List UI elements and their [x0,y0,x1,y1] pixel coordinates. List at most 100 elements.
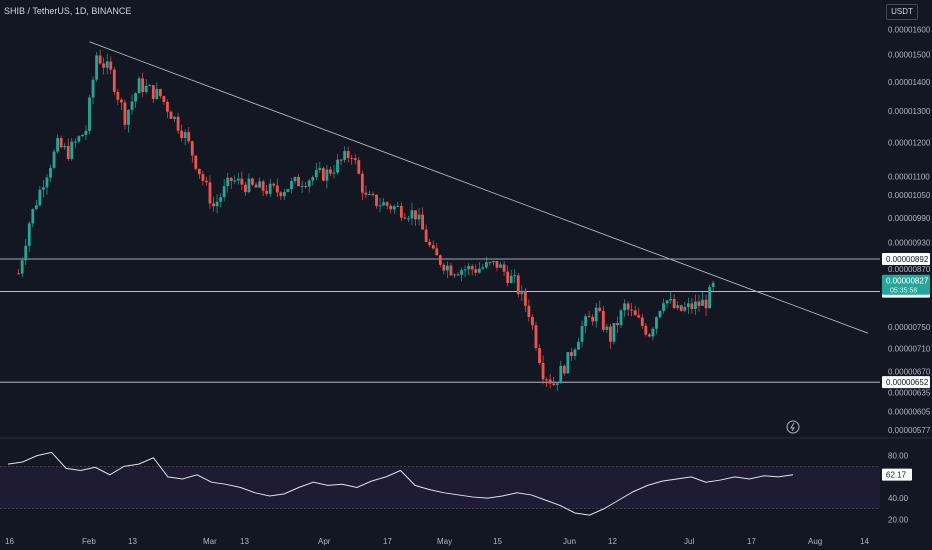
candle-body [162,96,166,102]
candle-body [414,210,417,220]
candle-body [279,192,283,197]
candle-body [694,301,697,309]
candle-body [49,167,52,178]
candle-body [282,191,286,197]
y-tick-label: 0.00000990 [888,214,931,223]
candle-body [244,184,247,193]
candle-body [676,305,680,308]
candle-body [286,189,290,192]
candle-body [672,298,676,308]
candle-body [314,170,318,178]
candle-body [570,352,573,357]
candle-body [343,151,347,160]
candle-body [17,273,21,275]
x-tick-label: 16 [5,537,14,546]
candle-body [346,151,350,158]
x-tick-label: 12 [608,537,617,546]
candle-body [559,365,563,384]
candle-body [229,177,233,182]
candle-body [655,317,658,329]
candle-body [360,173,364,193]
candle-body [584,316,587,327]
candle-body [566,352,570,374]
candle-body [240,178,244,185]
candle-body [679,305,683,311]
x-tick-label: 13 [240,537,249,546]
rsi-value-label: 62.17 [886,471,907,480]
candle-body [63,145,67,148]
candle-body [399,205,403,218]
candle-body [651,328,655,337]
candle-body [144,85,148,92]
candle-body [148,85,152,87]
candle-body [669,298,673,301]
candle-body [591,316,595,322]
candle-body [226,177,230,187]
candle-body [385,202,389,206]
candle-body [708,286,712,309]
candle-body [506,271,510,283]
x-tick-label: Apr [318,537,331,546]
candle-body [45,177,49,188]
candle-body [59,138,63,148]
candle-body [424,229,428,242]
unit-button[interactable]: USDT [886,4,918,20]
candle-body [336,159,339,173]
candle-body [20,260,24,274]
y-tick-label: 0.00000577 [888,426,931,435]
candle-body [155,89,159,99]
candle-body [56,138,60,152]
candle-body [562,365,566,374]
candle-body [647,334,651,337]
candle-body [382,202,386,206]
trend-line-extension [783,301,869,334]
candle-body [633,310,637,316]
candle-body [577,341,580,350]
candle-body [158,89,162,97]
lightning-bolt-icon [790,422,795,432]
candle-body [644,325,648,335]
candle-body [474,269,478,273]
candle-body [166,101,169,112]
candle-body [98,55,102,64]
x-tick-label: 13 [128,537,137,546]
x-tick-label: Feb [82,537,96,546]
current-price-label: 0.00000827 [886,277,929,286]
candle-body [102,63,106,68]
candle-body [410,210,414,219]
candle-body [300,186,304,188]
candle-body [598,307,602,311]
candle-body [31,209,35,224]
candle-body [640,317,644,326]
candle-body [552,383,556,386]
y-tick-label: 0.00001200 [888,138,931,147]
candle-body [212,203,215,207]
candle-body [492,261,495,263]
x-tick-label: Aug [808,537,822,546]
trend-line [89,41,785,303]
rsi-tick-label: 80.00 [888,452,909,461]
candle-body [81,134,84,137]
candle-body [350,157,354,159]
y-tick-label: 0.00001500 [888,51,931,60]
candle-body [594,307,598,322]
candle-body [630,309,634,311]
candle-body [325,169,329,181]
candle-body [704,299,708,309]
candle-body [555,383,559,386]
x-tick-label: 15 [493,537,502,546]
candle-body [84,130,88,135]
candle-body [520,290,524,295]
candle-body [449,265,453,276]
candle-body [484,262,488,268]
candle-body [332,172,336,174]
candle-body [357,160,361,174]
candle-body [375,194,378,206]
candle-body [612,322,616,342]
candle-body [24,245,28,261]
candle-body [307,180,311,187]
candle-body [109,61,113,70]
candle-body [105,61,109,68]
candle-body [403,217,407,219]
